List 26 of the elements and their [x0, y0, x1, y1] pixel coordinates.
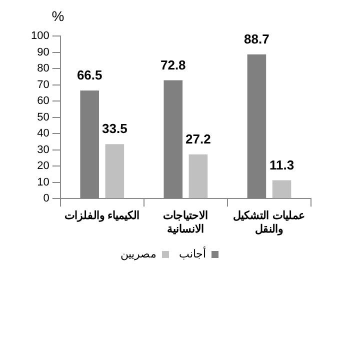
legend-label: أجانب — [179, 246, 206, 261]
data-label: 11.3 — [269, 157, 294, 172]
y-tick-label: 90 — [37, 46, 50, 58]
y-tick-label: 60 — [37, 95, 50, 108]
data-label: 88.7 — [244, 31, 270, 46]
legend-label: مصريين — [120, 248, 156, 261]
bar — [105, 144, 124, 198]
bar — [272, 180, 292, 198]
data-label: 27.2 — [186, 131, 211, 146]
y-tick-label: 40 — [37, 128, 50, 140]
y-tick-label: 20 — [37, 160, 50, 172]
y-tick-label: 100 — [30, 30, 50, 42]
y-tick-label: 70 — [37, 78, 50, 91]
y-axis-title: % — [52, 8, 64, 24]
y-tick-label: 10 — [37, 176, 50, 188]
y-tick-label: 80 — [37, 62, 50, 75]
data-label: 72.8 — [160, 57, 186, 72]
data-label: 66.5 — [76, 68, 102, 83]
x-tick-label: عمليات التشكيل والنقل — [233, 210, 306, 236]
y-tick-label: 50 — [37, 111, 50, 124]
data-label: 33.5 — [102, 121, 128, 136]
x-tick-label: الاحتياجات الانسانية — [163, 210, 208, 236]
x-tick-label: الكيمياء والفلزات — [64, 210, 140, 222]
bar — [188, 154, 208, 198]
y-tick-label: 0 — [43, 192, 50, 205]
y-tick-label: 30 — [37, 144, 50, 156]
